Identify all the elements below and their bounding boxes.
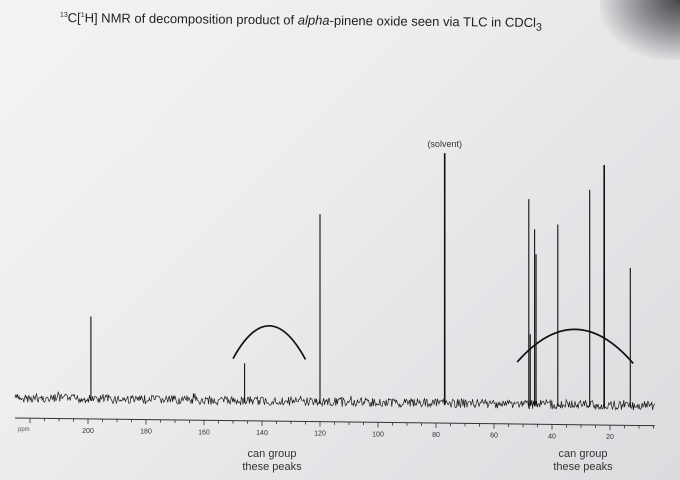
x-tick-label: 140 xyxy=(256,430,268,437)
x-tick-label: 200 xyxy=(82,428,94,435)
group-note-right-line1: can group xyxy=(558,448,608,460)
page-corner-shadow xyxy=(600,0,680,60)
group-note-left-line1: can group xyxy=(247,448,297,460)
group-note-left: can group these peaks xyxy=(227,448,317,474)
group-arc xyxy=(516,328,634,364)
group-note-right-line2: these peaks xyxy=(553,461,613,473)
ppm-axis-line xyxy=(14,417,656,427)
group-note-right: can group these peaks xyxy=(538,448,628,474)
x-tick-label: 180 xyxy=(140,429,152,436)
x-tick-label: 40 xyxy=(548,433,556,440)
baseline-noise xyxy=(14,390,656,411)
x-tick-label: 160 xyxy=(198,429,210,436)
x-tick-label: 120 xyxy=(314,431,326,438)
x-tick-label: 100 xyxy=(372,431,384,438)
ppm-unit-label: ppm xyxy=(18,427,30,433)
x-tick-label: 60 xyxy=(490,433,498,440)
x-tick-label: 80 xyxy=(432,432,440,439)
group-arc xyxy=(232,324,307,360)
group-note-left-line2: these peaks xyxy=(242,461,302,473)
solvent-label: (solvent) xyxy=(427,139,462,149)
x-tick-label: 20 xyxy=(606,434,614,441)
